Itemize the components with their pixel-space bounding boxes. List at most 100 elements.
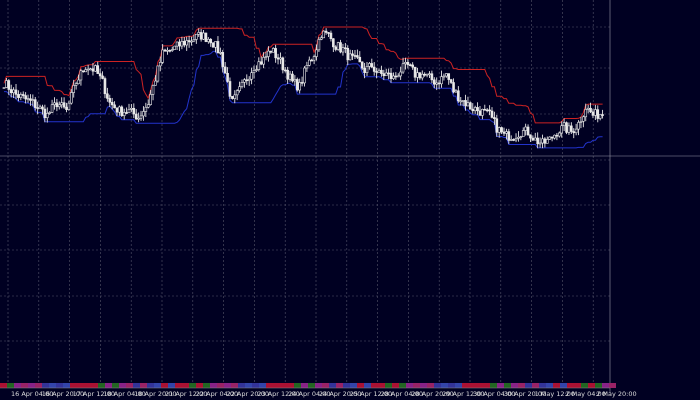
strip-cell [504,383,511,388]
strip-cell [595,383,602,388]
strip-cell [336,383,343,388]
candle-body [411,64,414,68]
candle-body [295,79,299,91]
candle-body [442,75,446,78]
candle-body [276,57,280,60]
candle-body [173,45,176,50]
strip-cell [182,383,189,388]
candle-body [307,59,311,66]
candle-body [72,85,76,93]
candle-body [245,79,249,82]
strip-cell [567,383,574,388]
candle-body [192,39,196,42]
candle-body [389,72,393,79]
candle-body [182,41,186,46]
x-tick-label: 22 Apr 04:00 [196,390,238,398]
candle-body [26,98,30,100]
candle-body [488,109,491,112]
candle-body [440,76,443,85]
candle-body [594,109,597,116]
candle-body [149,94,152,105]
candle-body [360,61,364,69]
candle-body [247,78,251,81]
candle-body [420,73,424,79]
strip-cell [448,383,455,388]
strip-cell [56,383,63,388]
candle-body [170,49,174,51]
candle-body [401,63,405,73]
candle-body [91,68,95,72]
strip-cell [217,383,224,388]
candle-body [79,70,83,81]
candle-body [526,126,530,136]
candle-body [574,128,578,134]
candle-body [134,113,138,120]
candle-body [45,113,49,119]
candle-body [332,38,335,48]
strip-cell [119,383,126,388]
candle-body [65,106,68,110]
strip-cell [210,383,217,388]
strip-cell [252,383,259,388]
candle-body [125,112,128,114]
strip-cell [259,383,266,388]
candle-body [101,75,104,79]
strip-cell [287,383,294,388]
candle-body [538,142,542,145]
candle-body [312,56,316,61]
candle-body [399,71,402,77]
strip-cell [154,383,161,388]
candle-body [12,89,15,94]
candle-body [529,134,532,139]
candle-body [235,90,239,96]
candle-body [382,73,386,77]
candle-body [341,47,345,53]
candle-body [199,32,203,40]
candle-body [166,49,169,52]
candle-body [495,118,499,133]
strip-cell [77,383,84,388]
candle-body [329,32,333,39]
strip-cell [609,383,616,388]
candle-body [380,69,383,74]
candle-body [283,69,287,72]
candle-body [288,73,292,80]
strip-cell [392,383,399,388]
strip-cell [35,383,42,388]
candle-body [108,98,112,103]
strip-cell [42,383,49,388]
candle-body [447,73,451,80]
candle-body [298,82,301,91]
candle-body [118,106,121,113]
x-tick-label: 21 Apr 12:00 [165,390,207,398]
candle-body [48,112,51,114]
candle-body [560,125,564,134]
candle-body [291,73,294,82]
candle-body [233,94,237,99]
x-tick-label: 28 Apr 20:00 [411,390,453,398]
candle-body [257,61,261,70]
candle-body [269,50,273,53]
candle-body [543,138,547,144]
strip-cell [7,383,14,388]
candle-body [536,137,539,145]
candle-body [94,65,97,72]
candle-body [259,61,263,65]
candle-body [127,109,131,113]
candle-body [461,100,465,102]
candle-body [161,49,164,63]
strip-cell [413,383,420,388]
strip-cell [462,383,469,388]
strip-cell [231,383,238,388]
strip-cell [161,383,168,388]
candle-body [154,80,157,86]
strip-cell [588,383,595,388]
candle-body [464,100,467,107]
candle-body [281,57,285,71]
candle-body [267,50,270,57]
strip-cell [294,383,301,388]
x-tick-label: 24 Apr 04:00 [288,390,330,398]
candle-body [322,30,326,39]
candle-body [106,93,109,99]
candle-body [449,79,453,83]
